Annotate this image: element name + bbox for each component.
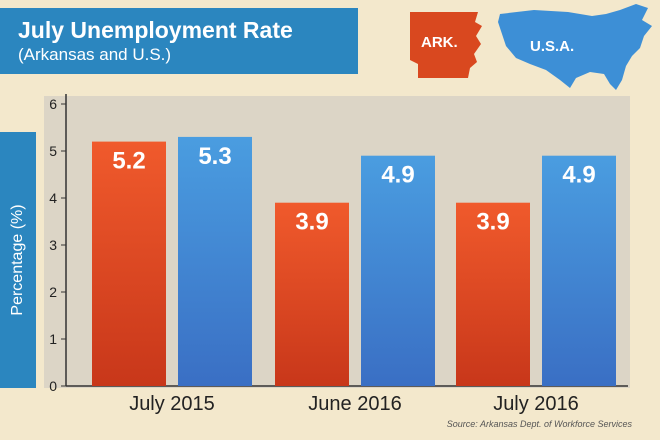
y-tick-label: 6 — [49, 96, 57, 112]
chart-title: July Unemployment Rate — [18, 17, 293, 43]
x-tick-label: June 2016 — [308, 393, 401, 415]
usa-map-icon — [498, 4, 652, 90]
bar-usa — [542, 155, 616, 386]
bar-ark — [456, 202, 530, 386]
source-note: Source: Arkansas Dept. of Workforce Serv… — [446, 419, 632, 429]
x-tick-label: July 2015 — [129, 393, 215, 415]
bar-value-label: 3.9 — [476, 209, 509, 236]
bar-chart: 0 1 2 3 4 5 6 5.2 5.3 3.9 4.9 3.9 4.9 July 2015 June… — [44, 94, 630, 415]
arkansas-map-icon — [410, 12, 482, 78]
bar-value-label: 3.9 — [295, 209, 328, 236]
x-tick-label: July 2016 — [493, 393, 579, 415]
legend-ark-label: ARK. — [421, 34, 458, 51]
y-axis-label: Percentage (%) — [9, 204, 26, 316]
y-axis-label-banner — [0, 132, 36, 388]
title-banner: July Unemployment Rate (Arkansas and U.S… — [0, 8, 358, 74]
bar-ark — [275, 202, 349, 386]
bar-usa — [178, 136, 252, 386]
bar-value-label: 5.2 — [112, 148, 145, 175]
bar-ark — [92, 141, 166, 386]
y-tick-label: 1 — [49, 331, 57, 347]
legend-usa-label: U.S.A. — [530, 38, 575, 55]
y-tick-label: 5 — [49, 143, 57, 159]
y-tick-label: 0 — [49, 378, 57, 394]
y-tick-label: 2 — [49, 284, 57, 300]
y-tick-label: 4 — [49, 190, 57, 206]
bar-usa — [361, 155, 435, 386]
y-tick-label: 3 — [49, 237, 57, 253]
bar-value-label: 4.9 — [562, 162, 595, 189]
chart-subtitle: (Arkansas and U.S.) — [18, 45, 172, 64]
bar-value-label: 5.3 — [198, 143, 231, 170]
bar-value-label: 4.9 — [381, 162, 414, 189]
